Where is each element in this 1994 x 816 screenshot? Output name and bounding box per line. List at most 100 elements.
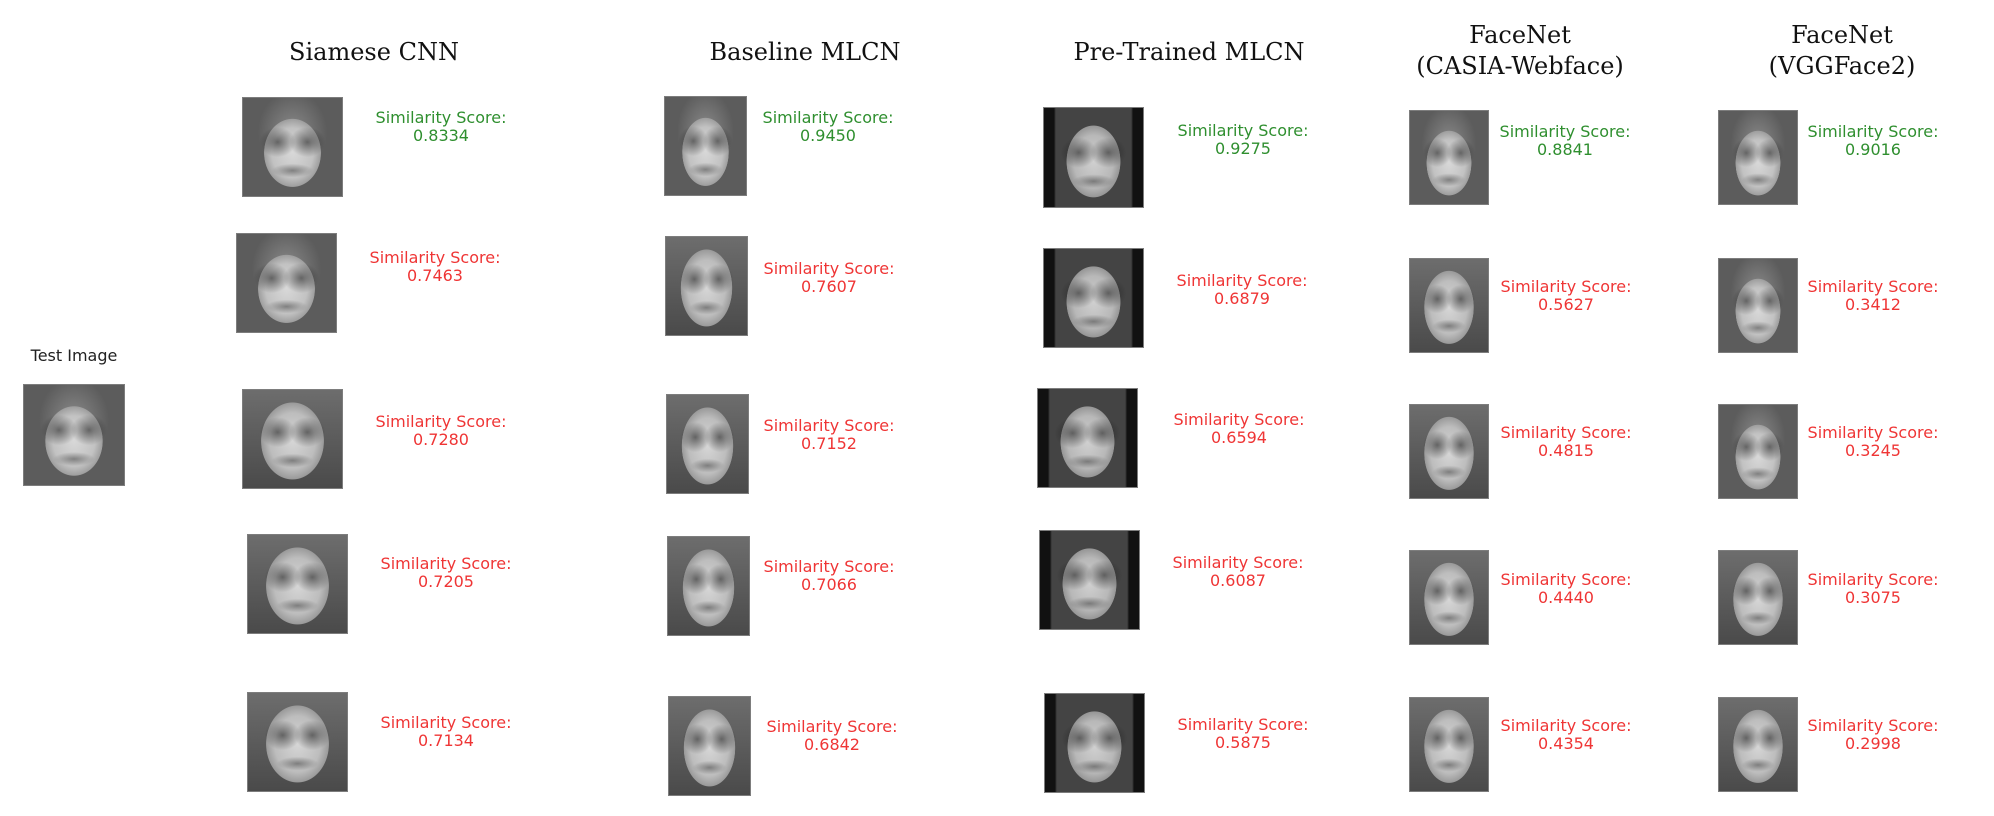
similarity-score: Similarity Score: 0.7134 xyxy=(356,714,536,750)
similarity-score-value: 0.9016 xyxy=(1845,140,1901,159)
similarity-score-value: 0.4440 xyxy=(1538,588,1594,607)
similarity-score: Similarity Score: 0.6879 xyxy=(1152,272,1332,308)
similarity-score: Similarity Score: 0.4815 xyxy=(1476,424,1656,460)
face-image xyxy=(242,389,343,489)
similarity-score: Similarity Score: 0.4354 xyxy=(1476,717,1656,753)
face-image xyxy=(236,233,337,333)
similarity-score: Similarity Score: 0.8334 xyxy=(351,109,531,145)
column-title: FaceNet (VGGFace2) xyxy=(1682,20,1994,82)
face-image xyxy=(1718,404,1798,499)
face-image xyxy=(1409,550,1489,645)
similarity-score: Similarity Score: 0.9016 xyxy=(1783,123,1963,159)
similarity-score: Similarity Score: 0.3075 xyxy=(1783,571,1963,607)
column-title-line: Siamese CNN xyxy=(289,38,459,66)
similarity-score: Similarity Score: 0.9450 xyxy=(738,109,918,145)
similarity-score-value: 0.2998 xyxy=(1845,734,1901,753)
face-image xyxy=(668,696,751,796)
similarity-score-value: 0.4354 xyxy=(1538,734,1594,753)
similarity-score-label: Similarity Score: xyxy=(763,557,895,576)
face-image xyxy=(1039,530,1140,630)
face-image xyxy=(1718,697,1798,792)
similarity-score: Similarity Score: 0.3412 xyxy=(1783,278,1963,314)
similarity-score-value: 0.6842 xyxy=(804,735,860,754)
test-image-face xyxy=(23,384,125,486)
column-title-line: Baseline MLCN xyxy=(709,38,901,66)
similarity-score: Similarity Score: 0.6842 xyxy=(742,718,922,754)
similarity-score-label: Similarity Score: xyxy=(763,259,895,278)
similarity-score: Similarity Score: 0.7205 xyxy=(356,555,536,591)
similarity-score-value: 0.9275 xyxy=(1215,139,1271,158)
similarity-score-value: 0.3075 xyxy=(1845,588,1901,607)
similarity-score-label: Similarity Score: xyxy=(375,412,507,431)
similarity-score-value: 0.8841 xyxy=(1537,140,1593,159)
matched-face-image xyxy=(664,96,747,196)
face-image xyxy=(1037,388,1138,488)
similarity-score-value: 0.7607 xyxy=(801,277,857,296)
face-image xyxy=(1718,550,1798,645)
similarity-score-label: Similarity Score: xyxy=(1807,423,1939,442)
similarity-score-label: Similarity Score: xyxy=(766,717,898,736)
face-image xyxy=(665,236,748,336)
matched-face-image xyxy=(242,97,343,197)
column-title-line: Pre-Trained MLCN xyxy=(1073,38,1305,66)
similarity-score-label: Similarity Score: xyxy=(380,554,512,573)
column-title-line: FaceNet xyxy=(1791,21,1893,49)
similarity-score-value: 0.7205 xyxy=(418,572,474,591)
column-title-line: FaceNet xyxy=(1469,21,1571,49)
similarity-score-label: Similarity Score: xyxy=(369,248,501,267)
similarity-score-value: 0.6594 xyxy=(1211,428,1267,447)
similarity-score-label: Similarity Score: xyxy=(1500,716,1632,735)
similarity-score-label: Similarity Score: xyxy=(380,713,512,732)
test-image-label: Test Image xyxy=(30,346,118,365)
similarity-score: Similarity Score: 0.9275 xyxy=(1153,122,1333,158)
similarity-score-label: Similarity Score: xyxy=(1177,121,1309,140)
column-title: Pre-Trained MLCN xyxy=(1029,37,1349,68)
face-image xyxy=(667,536,750,636)
similarity-score: Similarity Score: 0.7607 xyxy=(739,260,919,296)
column-title: Baseline MLCN xyxy=(645,37,965,68)
face-image xyxy=(1409,258,1489,353)
similarity-score-value: 0.7066 xyxy=(801,575,857,594)
similarity-score: Similarity Score: 0.7463 xyxy=(345,249,525,285)
similarity-score: Similarity Score: 0.2998 xyxy=(1783,717,1963,753)
similarity-score-label: Similarity Score: xyxy=(1173,410,1305,429)
column-title: Siamese CNN xyxy=(214,37,534,68)
face-image xyxy=(1718,258,1798,353)
similarity-score: Similarity Score: 0.5627 xyxy=(1476,278,1656,314)
similarity-score: Similarity Score: 0.4440 xyxy=(1476,571,1656,607)
column-title-line: (VGGFace2) xyxy=(1768,52,1916,80)
similarity-score-label: Similarity Score: xyxy=(763,416,895,435)
similarity-score-value: 0.6879 xyxy=(1214,289,1270,308)
face-image xyxy=(1044,693,1145,793)
column-title: FaceNet (CASIA-Webface) xyxy=(1360,20,1680,82)
similarity-score-value: 0.9450 xyxy=(800,126,856,145)
similarity-score-label: Similarity Score: xyxy=(1176,271,1308,290)
similarity-score-label: Similarity Score: xyxy=(1807,122,1939,141)
similarity-score-value: 0.5875 xyxy=(1215,733,1271,752)
matched-face-image xyxy=(1043,107,1144,208)
similarity-score-value: 0.7134 xyxy=(418,731,474,750)
similarity-score-value: 0.7152 xyxy=(801,434,857,453)
similarity-score: Similarity Score: 0.6087 xyxy=(1148,554,1328,590)
similarity-score-label: Similarity Score: xyxy=(1807,716,1939,735)
similarity-score-label: Similarity Score: xyxy=(1807,277,1939,296)
face-image xyxy=(1409,697,1489,792)
similarity-score-label: Similarity Score: xyxy=(1177,715,1309,734)
similarity-score: Similarity Score: 0.6594 xyxy=(1149,411,1329,447)
similarity-score-label: Similarity Score: xyxy=(1172,553,1304,572)
face-image xyxy=(247,534,348,634)
similarity-score: Similarity Score: 0.5875 xyxy=(1153,716,1333,752)
similarity-score: Similarity Score: 0.3245 xyxy=(1783,424,1963,460)
similarity-score-label: Similarity Score: xyxy=(762,108,894,127)
similarity-score-value: 0.4815 xyxy=(1538,441,1594,460)
similarity-score-value: 0.3412 xyxy=(1845,295,1901,314)
similarity-score-label: Similarity Score: xyxy=(375,108,507,127)
matched-face-image xyxy=(1718,110,1798,205)
similarity-score-label: Similarity Score: xyxy=(1807,570,1939,589)
similarity-score-value: 0.8334 xyxy=(413,126,469,145)
face-image xyxy=(666,394,749,494)
similarity-score: Similarity Score: 0.7152 xyxy=(739,417,919,453)
similarity-score: Similarity Score: 0.7280 xyxy=(351,413,531,449)
similarity-score-label: Similarity Score: xyxy=(1500,570,1632,589)
similarity-score-label: Similarity Score: xyxy=(1500,277,1632,296)
